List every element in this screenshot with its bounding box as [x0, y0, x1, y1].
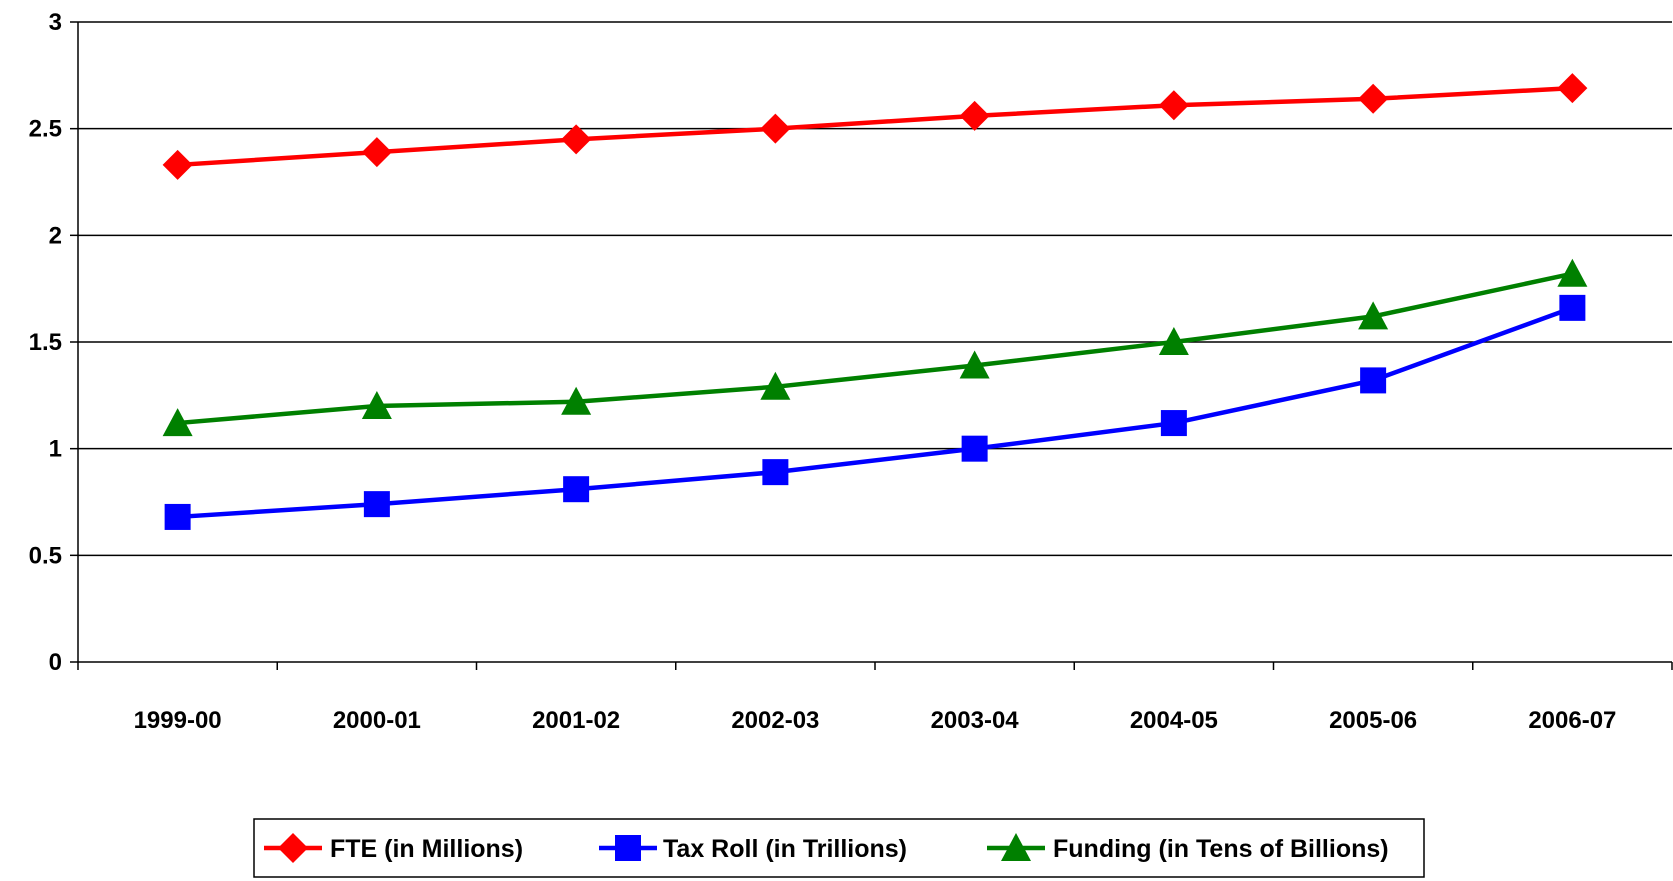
data-point — [959, 350, 990, 379]
x-tick-label: 2005-06 — [1329, 707, 1417, 734]
data-point — [361, 391, 392, 419]
data-point — [1358, 83, 1389, 114]
legend-swatch-marker — [1001, 833, 1031, 861]
data-point — [762, 459, 789, 486]
x-tick-label: 2003-04 — [931, 707, 1020, 734]
y-tick-label: 3 — [49, 9, 62, 36]
data-point — [1158, 327, 1189, 355]
series-line — [177, 85, 1573, 168]
data-point — [959, 100, 990, 131]
data-point — [1358, 301, 1389, 330]
legend-swatch-marker — [615, 835, 641, 861]
data-point — [162, 149, 193, 180]
data-point — [1557, 258, 1588, 287]
x-tick-label: 2000-01 — [333, 707, 421, 734]
y-tick-label: 0 — [49, 649, 62, 676]
legend-label: FTE (in Millions) — [330, 835, 523, 863]
data-point — [561, 386, 592, 415]
x-tick-label: 1999-00 — [134, 707, 222, 734]
y-tick-label: 0.5 — [29, 542, 62, 569]
data-point — [961, 435, 988, 462]
x-tick-label: 2001-02 — [532, 707, 620, 734]
data-point — [363, 491, 390, 518]
y-tick-label: 1.5 — [29, 329, 62, 356]
data-point — [561, 124, 592, 155]
data-point — [760, 113, 791, 144]
data-point — [1160, 410, 1187, 437]
x-tick-label: 2004-05 — [1130, 707, 1218, 734]
y-tick-label: 2.5 — [29, 116, 62, 143]
data-point — [1557, 73, 1588, 104]
data-point — [162, 408, 193, 437]
legend-label: Funding (in Tens of Billions) — [1053, 835, 1389, 863]
data-point — [760, 371, 791, 400]
legend-box — [253, 818, 1425, 878]
gridlines — [78, 21, 1672, 557]
series-line — [177, 305, 1574, 520]
series-line — [177, 271, 1573, 426]
y-tick-label: 1 — [49, 436, 62, 463]
data-point — [1360, 367, 1387, 394]
data-point — [563, 476, 590, 503]
axes: 0 0.5 1 1.5 2 2.5 3 1999-00 2000-01 2001-02 2002-0… — [29, 9, 1673, 734]
x-tick-label: 2002-03 — [731, 707, 819, 734]
legend-swatch-marker — [278, 833, 308, 863]
data-point — [1158, 90, 1189, 121]
x-tick-label: 2006-07 — [1528, 707, 1616, 734]
series-lines — [162, 73, 1588, 530]
data-point — [1559, 294, 1586, 321]
legend: FTE (in Millions) Tax Roll (in Trillions)… — [253, 818, 1425, 878]
legend-label: Tax Roll (in Trillions) — [663, 835, 907, 863]
data-point — [164, 503, 191, 530]
y-tick-label: 2 — [49, 222, 62, 249]
data-point — [361, 137, 392, 168]
